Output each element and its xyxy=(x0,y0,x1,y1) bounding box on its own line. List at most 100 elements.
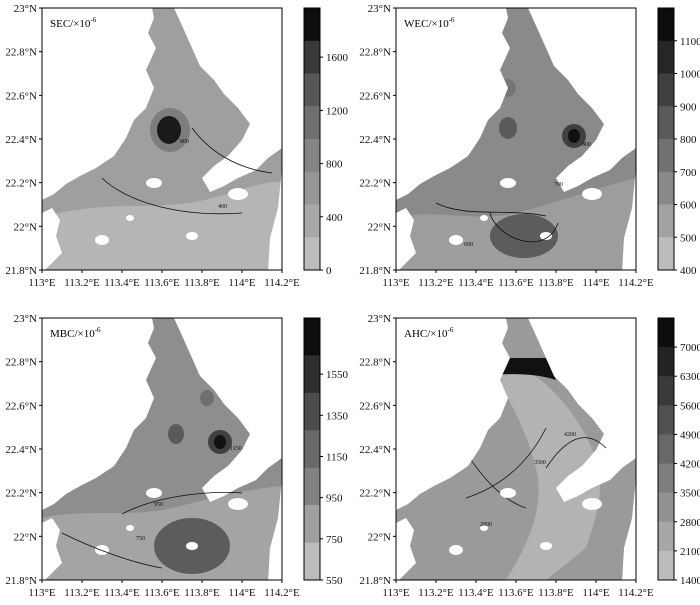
colorbar-segment xyxy=(304,392,320,431)
colorbar-label: 1350 xyxy=(326,410,349,422)
y-tick-label: 22.2°N xyxy=(359,488,391,500)
colorbar-segment xyxy=(658,376,674,406)
colorbar-segment xyxy=(304,318,320,356)
contour-label: 1150 xyxy=(230,446,242,452)
panel-title-sec: SEC/×10-6 xyxy=(50,16,97,30)
contour-label: 600 xyxy=(464,242,473,248)
colorbar-label: 950 xyxy=(326,493,343,505)
contour-label: 750 xyxy=(136,536,145,542)
y-tick-label: 22.2°N xyxy=(359,178,391,190)
colorbar-label: 1150 xyxy=(326,451,348,463)
y-tick-label: 22.8°N xyxy=(5,357,37,369)
axes-layer: 23°N22.8°N22.6°N22.4°N22.2°N22°N21.8°N11… xyxy=(5,3,700,599)
map-panel-wec: WEC/×10-6 700 600 800 xyxy=(395,7,637,273)
colorbar-segment xyxy=(658,171,674,205)
x-tick-label: 113.8°E xyxy=(538,277,574,289)
x-tick-label: 113°E xyxy=(28,277,55,289)
y-tick-label: 21.8°N xyxy=(359,265,391,277)
y-tick-label: 22.6°N xyxy=(359,90,391,102)
colorbar-label: 800 xyxy=(680,134,697,146)
y-tick-label: 22.6°N xyxy=(5,90,37,102)
colorbar-label: 400 xyxy=(680,265,697,277)
x-tick-label: 113°E xyxy=(382,277,409,289)
y-tick-label: 22.2°N xyxy=(5,488,37,500)
colorbar-label: 750 xyxy=(326,534,343,546)
colorbar-segment xyxy=(658,434,674,465)
y-tick-label: 22°N xyxy=(14,221,37,233)
x-tick-label: 114°E xyxy=(582,587,609,599)
colorbar-label: 800 xyxy=(326,159,343,171)
x-tick-label: 113.4°E xyxy=(458,587,494,599)
colorbar-segment xyxy=(658,318,674,348)
contour-label: 2800 xyxy=(480,522,492,528)
contour-label: 800 xyxy=(180,139,189,145)
map-panel-ahc: AHC/×10-6 2800 3500 4200 xyxy=(395,317,637,583)
colorbar-segment xyxy=(658,405,674,435)
colorbar-segment xyxy=(304,542,320,581)
colorbar-label: 2100 xyxy=(680,546,700,558)
x-tick-label: 113.2°E xyxy=(64,277,100,289)
y-tick-label: 22.4°N xyxy=(359,444,391,456)
contour-label: 400 xyxy=(218,204,227,210)
colorbar-label: 1550 xyxy=(326,369,349,381)
x-tick-label: 114.2°E xyxy=(264,587,300,599)
contour-label: 4200 xyxy=(564,432,576,438)
colorbar-segment xyxy=(304,8,320,42)
colorbar-segment xyxy=(658,40,674,74)
x-tick-label: 113.8°E xyxy=(184,277,220,289)
colorbar-label: 6300 xyxy=(680,371,700,383)
contour-label: 3500 xyxy=(534,460,546,466)
colorbar-label: 550 xyxy=(326,575,343,587)
colorbar-segment xyxy=(658,204,674,238)
map-panel-sec: SEC/×10-6 800 400 xyxy=(41,7,283,273)
x-tick-label: 114.2°E xyxy=(264,277,300,289)
x-tick-label: 113.8°E xyxy=(184,587,220,599)
colorbar-frame xyxy=(303,317,321,581)
colorbar-segment xyxy=(304,171,320,205)
y-tick-label: 22.8°N xyxy=(5,47,37,59)
colorbar-segment xyxy=(658,347,674,377)
colorbar-label: 4200 xyxy=(680,459,700,471)
contour-label: 700 xyxy=(554,182,563,188)
colorbar-segment xyxy=(658,550,674,581)
colorbar-segment xyxy=(658,8,674,42)
x-tick-label: 113.4°E xyxy=(104,277,140,289)
contour-label: 800 xyxy=(582,142,591,148)
colorbar-segment xyxy=(304,505,320,544)
colorbar-segment xyxy=(304,40,320,74)
x-tick-label: 114°E xyxy=(228,587,255,599)
y-tick-label: 23°N xyxy=(14,3,37,15)
colorbar-label: 7000 xyxy=(680,342,700,354)
x-tick-label: 113.8°E xyxy=(538,587,574,599)
colorbar-label: 1200 xyxy=(326,105,349,117)
x-tick-label: 113.2°E xyxy=(418,277,454,289)
x-tick-label: 114.2°E xyxy=(618,277,654,289)
x-tick-label: 113.6°E xyxy=(498,587,534,599)
colorbar-frame xyxy=(657,317,675,581)
y-tick-label: 22°N xyxy=(14,531,37,543)
colorbar-label: 1100 xyxy=(680,36,700,48)
colorbar-segment xyxy=(658,521,674,552)
colorbar-label: 900 xyxy=(680,101,697,113)
y-tick-label: 22.4°N xyxy=(5,444,37,456)
colorbar-label: 0 xyxy=(326,265,332,277)
y-tick-label: 22°N xyxy=(368,531,391,543)
colorbar-segment xyxy=(658,73,674,107)
y-tick-label: 22.4°N xyxy=(5,134,37,146)
x-tick-label: 114.2°E xyxy=(618,587,654,599)
colorbar-segment xyxy=(304,139,320,173)
y-tick-label: 23°N xyxy=(368,3,391,15)
x-tick-label: 113°E xyxy=(382,587,409,599)
panel-title-mbc: MBC/×10-6 xyxy=(50,326,101,340)
colorbar-segment xyxy=(658,237,674,271)
colorbar-label: 1400 xyxy=(680,575,700,587)
x-tick-label: 113.4°E xyxy=(104,587,140,599)
y-tick-label: 22.6°N xyxy=(5,400,37,412)
colorbar-label: 4900 xyxy=(680,429,700,441)
y-tick-label: 22°N xyxy=(368,221,391,233)
contour-label: 950 xyxy=(154,502,163,508)
y-tick-label: 21.8°N xyxy=(5,265,37,277)
x-tick-label: 113.2°E xyxy=(64,587,100,599)
x-tick-label: 114°E xyxy=(582,277,609,289)
